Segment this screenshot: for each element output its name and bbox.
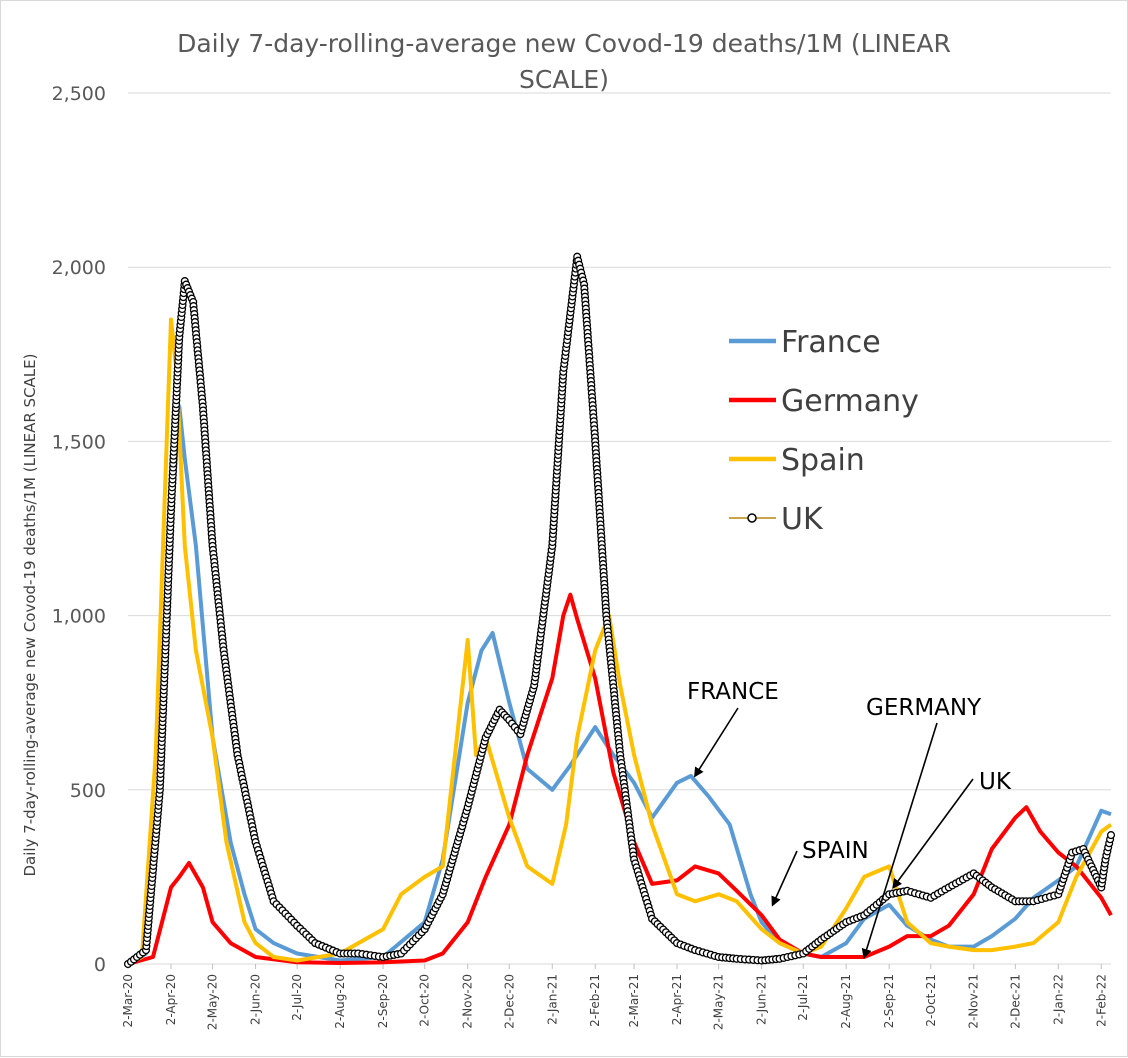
x-tick-label: 2-Mar-21 (627, 974, 641, 1027)
annotation-spain: SPAIN (802, 838, 869, 864)
annotation-arrow-france (693, 707, 739, 778)
annotation-germany: GERMANY (866, 695, 982, 721)
annotation-uk: UK (979, 769, 1012, 795)
y-tick-label: 1,500 (52, 431, 106, 453)
y-axis-ticks: 0 500 1,000 1,500 2,000 2,500 (52, 83, 106, 976)
series-line-spain (127, 317, 1113, 966)
annotations: FRANCE SPAIN GERMANY UK (687, 679, 1012, 959)
x-tick-label: 2-Jun-20 (249, 974, 263, 1025)
chart-title-line-1: Daily 7-day-rolling-average new Covod-19… (177, 29, 951, 58)
x-tick-label: 2-Oct-21 (924, 974, 938, 1027)
x-tick-label: 2-Mar-20 (121, 974, 135, 1027)
y-tick-label: 2,500 (52, 83, 106, 105)
uk-marker (1106, 831, 1116, 840)
legend-label-france: France (781, 325, 881, 360)
chart-title-line-2: SCALE) (519, 65, 609, 94)
x-tick-label: 2-Jul-21 (796, 974, 810, 1021)
x-tick-label: 2-Feb-21 (588, 974, 602, 1027)
annotation-arrow-germany (861, 722, 938, 959)
annotation-arrow-spain (771, 850, 798, 907)
x-tick-label: 2-Sep-21 (882, 974, 896, 1028)
gridlines (128, 92, 1111, 965)
x-tick-label: 2-Dec-21 (1008, 974, 1022, 1029)
x-tick-label: 2-Jul-20 (290, 974, 304, 1021)
x-tick-label: 2-Sep-20 (376, 974, 390, 1028)
x-tick-label: 2-Jun-21 (755, 974, 769, 1025)
y-tick-label: 2,000 (52, 257, 106, 279)
y-tick-label: 500 (70, 780, 106, 802)
x-tick-label: 2-Feb-22 (1094, 974, 1108, 1027)
x-tick-label: 2-Nov-21 (967, 974, 981, 1029)
legend: France Germany Spain UK (729, 325, 919, 537)
series-lines (123, 252, 1116, 969)
y-axis-label: Daily 7-day-rolling-average new Covod-19… (21, 354, 39, 877)
x-tick-label: 2-Nov-20 (461, 974, 475, 1029)
y-tick-label: 1,000 (52, 606, 106, 628)
legend-label-germany: Germany (781, 384, 919, 419)
x-tick-label: 2-Aug-20 (333, 974, 347, 1029)
x-tick-label: 2-Oct-20 (418, 974, 432, 1027)
annotation-arrow-uk (892, 778, 974, 889)
x-tick-label: 2-May-21 (712, 974, 726, 1030)
y-tick-label: 0 (94, 954, 106, 976)
legend-label-uk: UK (781, 502, 824, 537)
annotation-france: FRANCE (687, 679, 779, 705)
legend-label-spain: Spain (781, 443, 865, 478)
x-tick-label: 2-May-20 (206, 974, 220, 1030)
x-tick-label: 2-Jan-22 (1051, 974, 1065, 1025)
x-tick-label: 2-Jan-21 (545, 974, 559, 1025)
x-tick-label: 2-Aug-21 (839, 974, 853, 1029)
x-tick-label: 2-Apr-20 (164, 974, 178, 1025)
x-axis-ticks: 2-Mar-20 2-Apr-20 2-May-20 2-Jun-20 2-Jul-20… (121, 964, 1108, 1030)
legend-marker (747, 513, 757, 523)
x-tick-label: 2-Apr-21 (670, 974, 684, 1025)
x-tick-label: 2-Dec-20 (502, 974, 516, 1029)
series-line-uk (127, 255, 1112, 965)
